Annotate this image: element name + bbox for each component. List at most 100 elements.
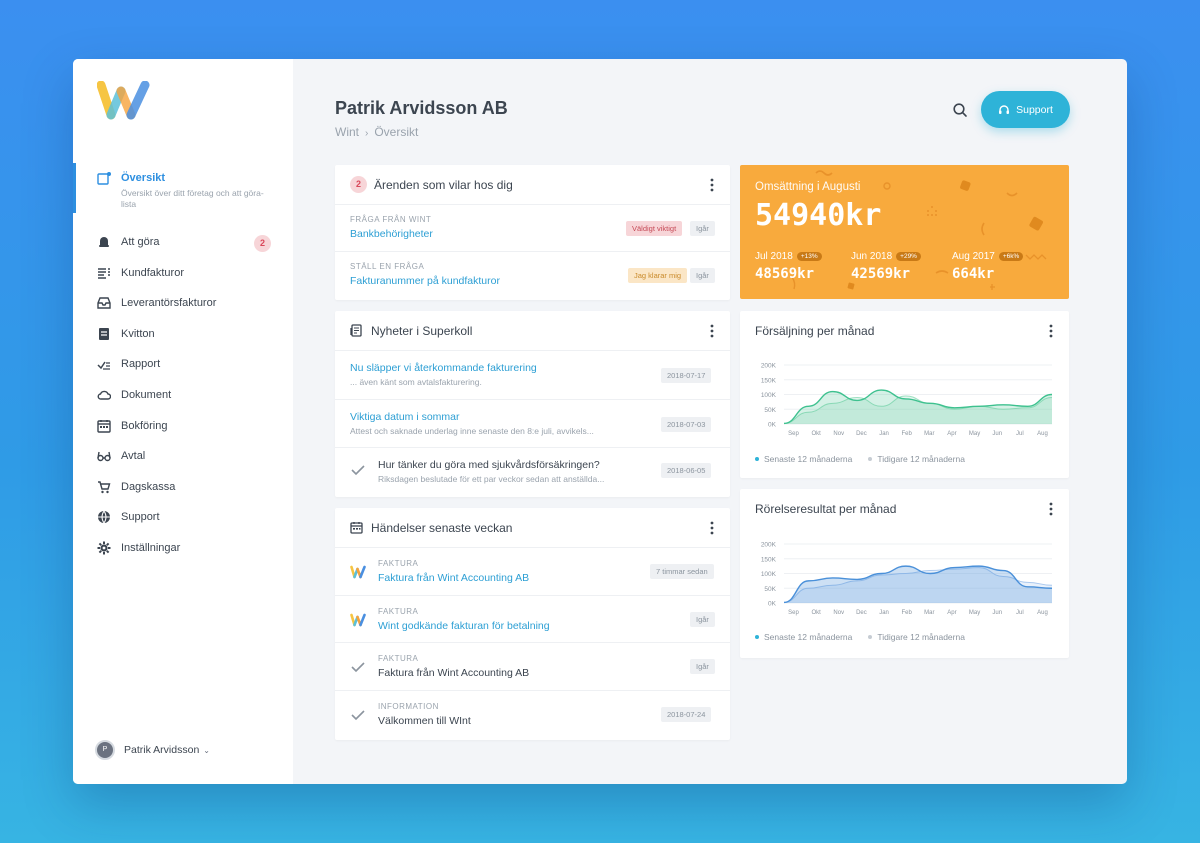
kpi-comparison: Jul 2018 +13% 48569kr — [755, 251, 822, 282]
kpi-change-badge: +13% — [796, 252, 822, 261]
sidebar-item-installningar[interactable]: Inställningar — [73, 539, 293, 570]
app-window: Översikt Översikt över ditt företag och a… — [73, 59, 1127, 784]
series-area-latest — [784, 566, 1052, 603]
x-tick-label: Feb — [902, 610, 913, 616]
x-tick-label: Nov — [833, 431, 844, 437]
news-row[interactable]: Viktiga datum i sommar Attest och saknade… — [335, 400, 730, 448]
breadcrumb-root[interactable]: Wint — [335, 125, 359, 139]
sidebar-item-dagskassa[interactable]: Dagskassa — [73, 478, 293, 509]
issue-title-link[interactable]: Bankbehörigheter — [350, 228, 433, 240]
event-title[interactable]: Faktura från Wint Accounting AB — [378, 572, 530, 584]
news-excerpt: Attest och saknade underlag inne senaste… — [350, 425, 594, 436]
issue-category: FRÅGA FRÅN WINT — [350, 215, 432, 224]
issue-row[interactable]: STÄLL EN FRÅGA Fakturanummer på kundfaktu… — [335, 252, 730, 299]
sidebar-item-rapport[interactable]: Rapport — [73, 355, 293, 386]
sidebar-item-description: Översikt över ditt företag och att göra-… — [121, 188, 264, 209]
kpi-comparison-value: 42569kr — [851, 266, 911, 282]
legend-item[interactable]: Tidigare 12 månaderna — [868, 632, 965, 642]
kpi-comparison: Jun 2018 +29% 42569kr — [851, 251, 921, 282]
check-icon — [351, 709, 365, 720]
news-title-link[interactable]: Hur tänker du göra med sjukvårdsförsäkri… — [378, 459, 600, 471]
event-row[interactable]: FAKTURA Wint godkände fakturan för betaln… — [335, 596, 730, 643]
calendar-icon — [97, 419, 111, 433]
wint-logo[interactable] — [97, 81, 151, 121]
sidebar-item-label: Översikt — [121, 172, 166, 184]
sidebar-item-dokument[interactable]: Dokument — [73, 386, 293, 417]
kpi-comparison-label-row: Jul 2018 +13% — [755, 251, 822, 262]
legend-item[interactable]: Senaste 12 månaderna — [755, 454, 852, 464]
news-row[interactable]: Nu släpper vi återkommande fakturering..… — [335, 351, 730, 400]
search-icon[interactable] — [952, 102, 968, 118]
wint-logo-icon — [350, 613, 366, 626]
series-area-previous — [784, 567, 1052, 603]
sidebar-item-text: Kvitton — [121, 325, 155, 343]
globe-icon — [98, 511, 110, 525]
more-options-icon[interactable] — [710, 178, 714, 192]
sidebar-item-kvitton[interactable]: Kvitton — [73, 325, 293, 356]
x-tick-label: Sep — [788, 431, 799, 437]
time-badge: Igår — [690, 268, 715, 283]
sidebar-item-avtal[interactable]: Avtal — [73, 447, 293, 478]
more-options-icon[interactable] — [1049, 324, 1053, 338]
series-line-latest — [783, 389, 1053, 425]
news-title-link[interactable]: Viktiga datum i sommar — [350, 410, 460, 423]
y-tick-label: 200K — [761, 542, 777, 549]
more-options-icon[interactable] — [710, 521, 714, 535]
chevron-right-icon: › — [365, 128, 369, 139]
series-line-latest — [783, 565, 1053, 604]
y-tick-label: 0K — [768, 422, 777, 429]
sidebar-nav: Översikt Översikt över ditt företag och a… — [73, 163, 293, 570]
sidebar-item-kundfakturor[interactable]: Kundfakturor — [73, 264, 293, 295]
x-tick-label: Apr — [947, 431, 956, 437]
news-row[interactable]: Hur tänker du göra med sjukvårdsförsäkri… — [335, 448, 730, 495]
event-title[interactable]: Välkommen till WInt — [378, 714, 471, 727]
sales-chart-legend: Senaste 12 månaderna Tidigare 12 månadern… — [755, 454, 981, 464]
sidebar-item-oversikt[interactable]: Översikt Översikt över ditt företag och a… — [73, 163, 293, 233]
issue-row[interactable]: FRÅGA FRÅN WINT Bankbehörigheter Väldigt v… — [335, 205, 730, 252]
issue-title-link[interactable]: Fakturanummer på kundfakturor — [350, 275, 500, 287]
sidebar-item-label: Kvitton — [121, 327, 155, 340]
x-tick-label: May — [969, 610, 980, 616]
y-tick-label: 50K — [764, 586, 776, 593]
sidebar-item-text: Bokföring — [121, 417, 167, 435]
events-title: Händelser senaste veckan — [371, 520, 513, 535]
event-row[interactable]: FAKTURA Faktura från Wint Accounting AB 7 … — [335, 548, 730, 596]
event-title[interactable]: Wint godkände fakturan för betalning — [378, 619, 550, 632]
user-menu[interactable]: P Patrik Arvidsson ⌄ — [95, 740, 210, 760]
x-tick-label: Jun — [992, 610, 1002, 616]
sidebar-item-leverantorsfakturor[interactable]: Leverantörsfakturor — [73, 294, 293, 325]
revenue-kpi-card: Omsättning i Augusti 54940kr Jul 2018 +13… — [740, 165, 1069, 299]
news-excerpt: Riksdagen beslutade för ett par veckor s… — [378, 474, 605, 484]
event-title[interactable]: Faktura från Wint Accounting AB — [378, 667, 530, 679]
kpi-label: Omsättning i Augusti — [755, 181, 861, 193]
avatar: P — [95, 740, 115, 760]
event-row[interactable]: INFORMATION Välkommen till WInt 2018-07-24 — [335, 691, 730, 739]
glasses-icon — [97, 452, 111, 462]
time-badge: Igår — [690, 221, 715, 236]
issues-title: Ärenden som vilar hos dig — [374, 177, 513, 192]
check-icon — [351, 662, 365, 673]
legend-dot-icon — [868, 635, 873, 639]
priority-badge: Väldigt viktigt — [626, 221, 683, 236]
kpi-change-badge: +6k% — [998, 252, 1024, 261]
series-area-latest — [784, 390, 1052, 424]
series-line-previous — [783, 395, 1053, 424]
support-button[interactable]: Support — [981, 91, 1070, 128]
time-badge: 2018-07-24 — [661, 706, 712, 722]
sidebar-item-label: Inställningar — [121, 541, 181, 554]
legend-item[interactable]: Senaste 12 månaderna — [755, 632, 852, 642]
legend-item[interactable]: Tidigare 12 månaderna — [868, 454, 965, 464]
page-title: Patrik Arvidsson AB — [335, 98, 508, 118]
x-tick-label: Jun — [992, 431, 1002, 437]
news-title-link[interactable]: Nu släpper vi återkommande fakturering — [350, 362, 537, 374]
more-options-icon[interactable] — [710, 324, 714, 338]
inbox-icon — [97, 297, 111, 309]
event-row[interactable]: FAKTURA Faktura från Wint Accounting AB Ig… — [335, 643, 730, 691]
sidebar-item-att-gora[interactable]: Att göra 2 — [73, 233, 293, 264]
sidebar-item-support[interactable]: Support — [73, 508, 293, 539]
x-tick-label: Jan — [879, 610, 889, 616]
more-options-icon[interactable] — [1049, 502, 1053, 516]
wint-logo-icon — [350, 565, 366, 579]
result-chart-title: Rörelseresultat per månad — [755, 502, 897, 516]
sidebar-item-bokforing[interactable]: Bokföring — [73, 417, 293, 448]
